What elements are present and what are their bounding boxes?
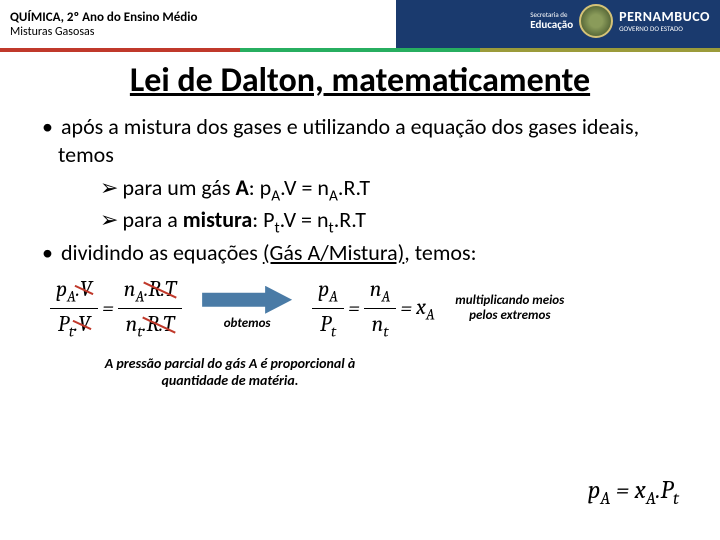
bullet-1: •após a mistura dos gases e utilizando a… (30, 113, 690, 168)
slide-content: Lei de Dalton, matematicamente •após a m… (0, 52, 720, 400)
edu-label: Secretaria de Educação (530, 11, 573, 31)
course-subtitle: Misturas Gasosas (10, 25, 197, 39)
equations-row: pA.V Pt.V = nA.R.T nt.R.T obtemos pA Pt … (30, 274, 690, 342)
sub-bullet-1: ➢para um gás A: pA.V = nA.R.T (30, 174, 690, 206)
bullet-2: •dividindo as equações (Gás A/Mistura), … (30, 239, 690, 267)
color-stripe (0, 48, 720, 52)
state-seal-icon (579, 4, 613, 38)
bottom-note: A pressão parcial do gás A é proporciona… (70, 356, 390, 390)
sub-bullet-2: ➢para a mistura: Pt.V = nt.R.T (30, 206, 690, 238)
arrow-icon (202, 286, 292, 314)
slide-title: Lei de Dalton, matematicamente (30, 60, 690, 101)
equation-mid: pA Pt = nA nt = xA (312, 274, 435, 342)
state-label: PERNAMBUCO GOVERNO DO ESTADO (619, 9, 710, 32)
header-right: Secretaria de Educação PERNAMBUCO GOVERN… (530, 4, 710, 38)
side-note: multiplicando meios pelos extremos (455, 293, 565, 324)
course-title: QUÍMICA, 2º Ano do Ensino Médio (10, 10, 197, 25)
equation-final: pA = xA.Pt (577, 469, 690, 516)
equation-left: pA.V Pt.V = nA.R.T nt.R.T (50, 274, 182, 342)
slide-header: QUÍMICA, 2º Ano do Ensino Médio Misturas… (0, 0, 720, 48)
arrow-obtemos: obtemos (202, 286, 292, 331)
header-left: QUÍMICA, 2º Ano do Ensino Médio Misturas… (10, 10, 197, 39)
